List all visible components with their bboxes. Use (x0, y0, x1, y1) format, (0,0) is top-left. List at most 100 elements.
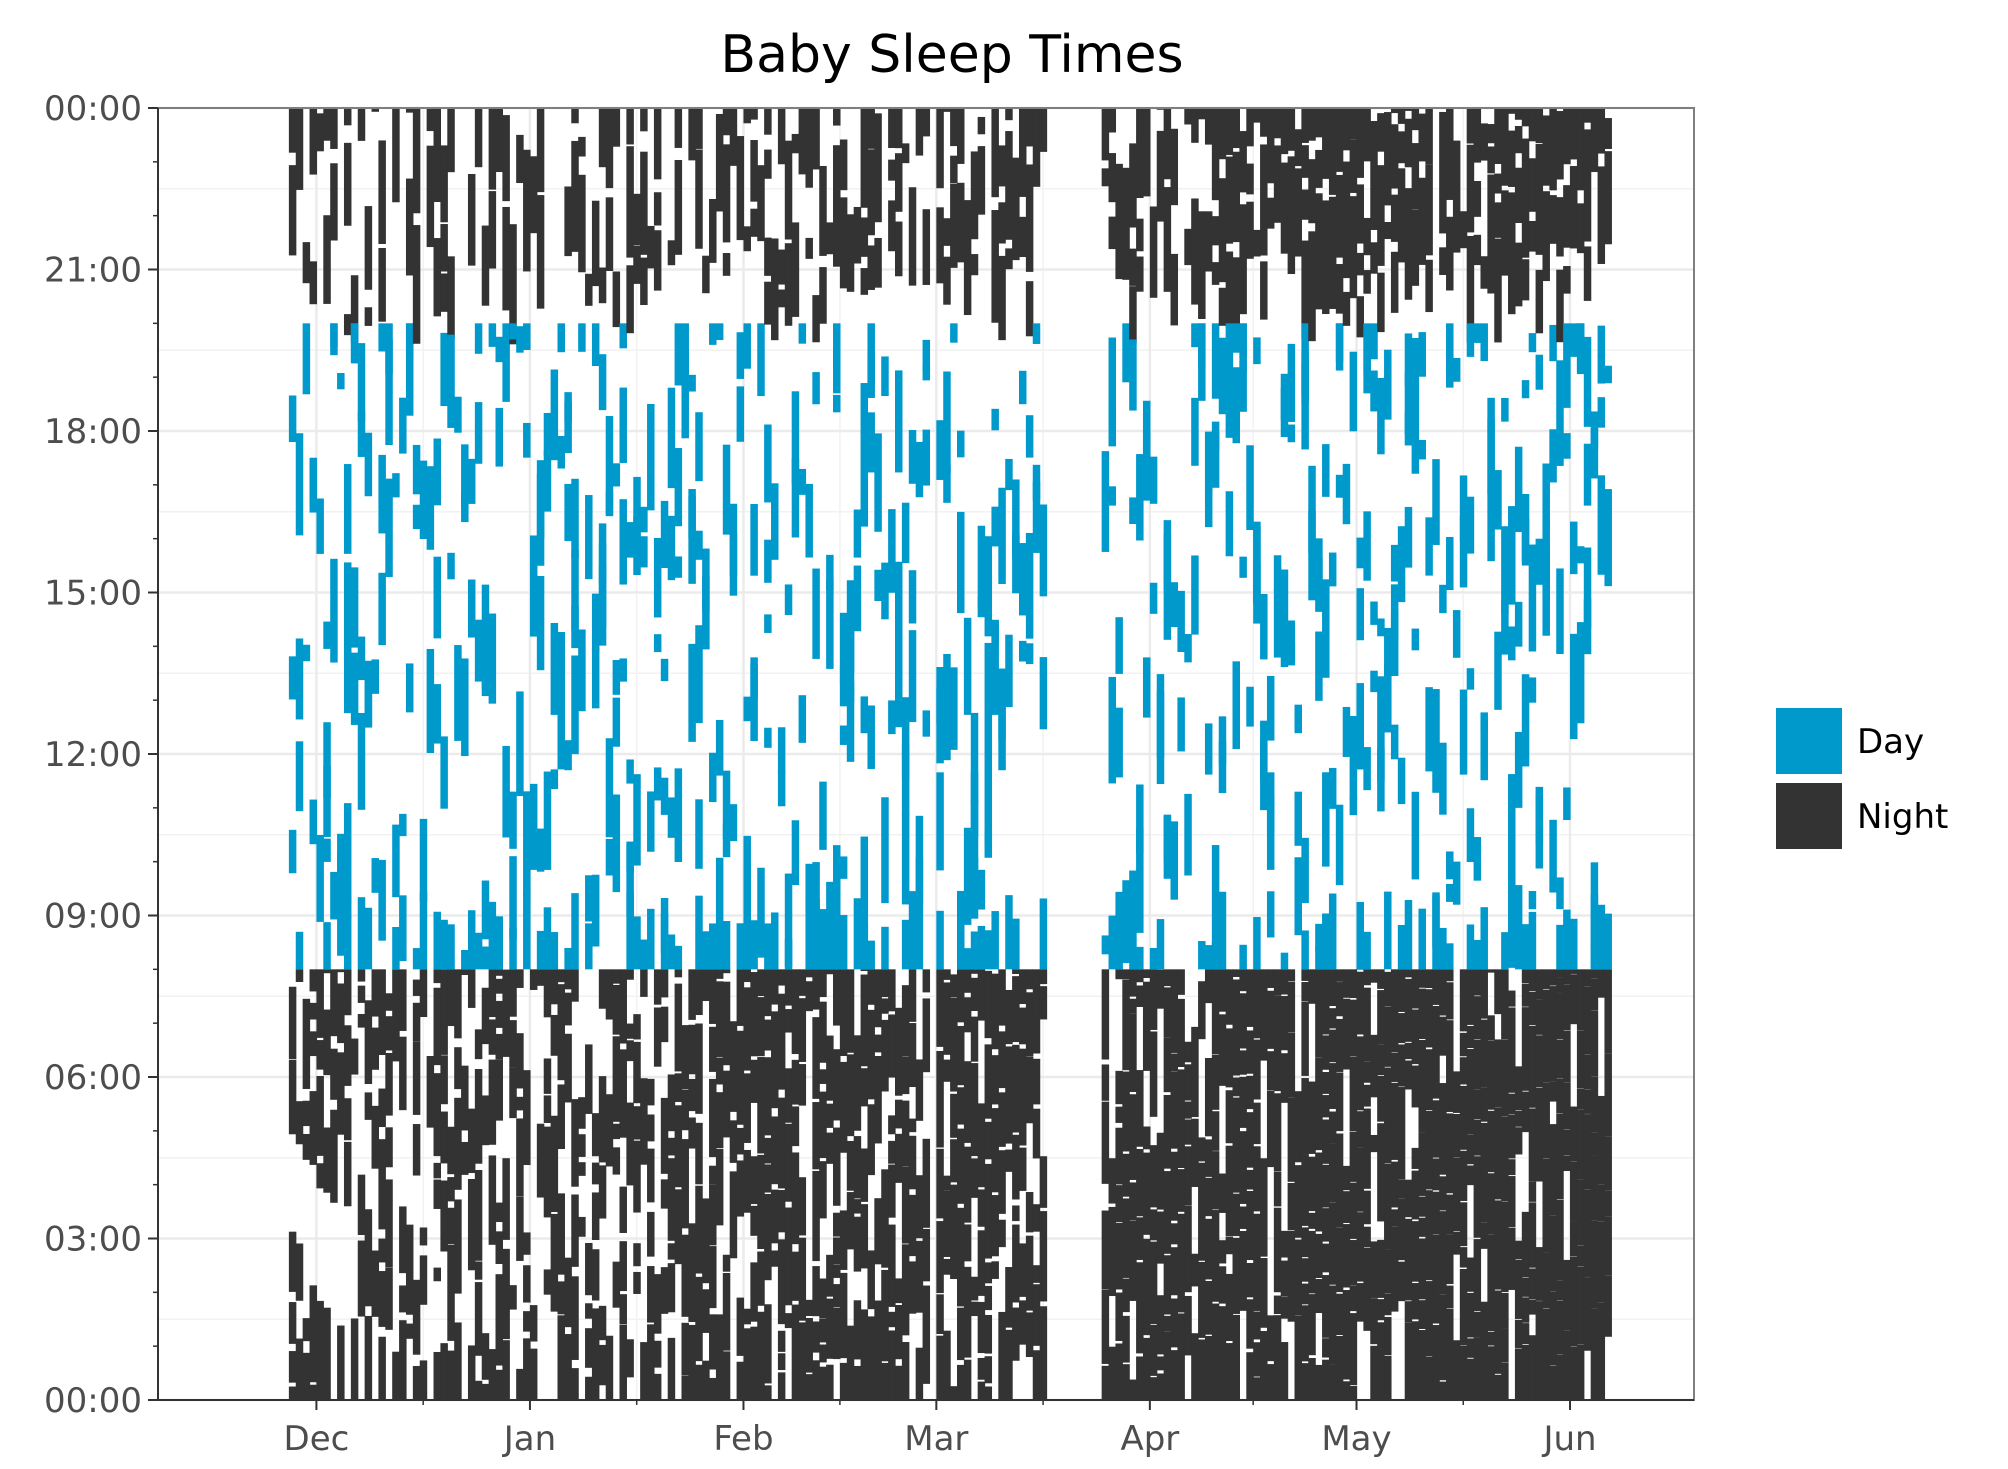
night-sleep-bar (1129, 1220, 1137, 1301)
day-nap-bar (1418, 332, 1426, 377)
day-nap-bar (1439, 927, 1447, 970)
night-sleep-bar (1032, 1108, 1041, 1159)
night-sleep-bar (1129, 969, 1137, 997)
night-sleep-bar (1604, 1053, 1612, 1137)
night-sleep-bar (943, 256, 951, 305)
day-nap-bar (771, 483, 779, 560)
night-sleep-bar (695, 1023, 703, 1114)
day-nap-bar (1294, 881, 1302, 916)
night-sleep-bar (695, 1185, 703, 1274)
night-sleep-bar (702, 1198, 710, 1284)
night-sleep-bar (998, 969, 1006, 1026)
night-sleep-bar (405, 108, 414, 113)
night-sleep-bar (1335, 1293, 1344, 1336)
night-sleep-bar (1432, 1158, 1440, 1191)
night-sleep-bar (378, 1139, 386, 1230)
day-nap-bar (364, 907, 373, 970)
night-sleep-bar (626, 1023, 634, 1039)
night-sleep-bar (1418, 113, 1426, 162)
night-sleep-bar (833, 969, 841, 1026)
night-sleep-bar (1514, 1348, 1523, 1400)
night-sleep-bar (1363, 1061, 1371, 1083)
day-nap-bar (295, 638, 304, 720)
night-sleep-bar (984, 1386, 993, 1400)
day-nap-bar (1604, 913, 1612, 970)
day-nap-bar (378, 454, 386, 534)
night-sleep-bar (977, 969, 986, 1021)
night-sleep-bar (536, 195, 545, 309)
day-nap-bar (392, 927, 400, 970)
day-nap-bar (1260, 720, 1268, 811)
night-sleep-bar (1597, 166, 1606, 264)
night-sleep-bar (1583, 108, 1592, 123)
day-nap-bar (1370, 601, 1378, 625)
night-sleep-bar (1005, 108, 1013, 121)
day-nap-bar (970, 712, 979, 806)
night-sleep-bar (502, 206, 510, 311)
night-sleep-bar (557, 1315, 565, 1400)
night-sleep-bar (1542, 1158, 1550, 1253)
night-sleep-bar (626, 146, 634, 258)
night-sleep-bar (1404, 108, 1413, 111)
day-nap-bar (1356, 537, 1364, 569)
night-sleep-bar (1363, 1108, 1371, 1189)
night-sleep-bar (302, 1352, 311, 1400)
night-sleep-bar (316, 1300, 324, 1400)
night-sleep-bar (433, 1267, 442, 1282)
night-sleep-bar (833, 1049, 841, 1121)
day-nap-bar (330, 871, 338, 920)
night-sleep-bar (1446, 969, 1454, 982)
night-sleep-bar (357, 108, 366, 141)
night-sleep-bar (970, 151, 979, 240)
night-sleep-bar (357, 969, 366, 982)
night-sleep-bar (1335, 982, 1344, 1017)
night-sleep-bar (901, 985, 910, 1057)
day-nap-bar (1363, 323, 1371, 375)
day-nap-bar (550, 769, 559, 790)
day-nap-bar (585, 495, 593, 580)
night-sleep-bar (392, 108, 400, 203)
night-sleep-bar (1260, 1331, 1268, 1400)
night-sleep-bar (1115, 1343, 1123, 1400)
night-sleep-bar (523, 149, 531, 272)
night-sleep-bar (633, 245, 641, 284)
night-sleep-bar (516, 1033, 524, 1089)
day-nap-bar (1590, 427, 1599, 479)
night-sleep-bar (984, 1044, 993, 1119)
day-nap-bar (901, 919, 910, 970)
night-sleep-bar (1590, 1220, 1599, 1309)
day-nap-bar (1563, 433, 1571, 459)
day-nap-bar (1466, 323, 1475, 357)
night-sleep-bar (1363, 987, 1371, 1062)
night-sleep-bar (1535, 269, 1544, 334)
night-sleep-bar (826, 969, 834, 975)
night-sleep-bar (819, 267, 827, 324)
night-sleep-bar (461, 969, 469, 976)
night-sleep-bar (1198, 1137, 1206, 1162)
night-sleep-bar (901, 1166, 910, 1244)
day-nap-bar (943, 465, 951, 503)
day-nap-bar (764, 923, 772, 970)
night-sleep-bar (1432, 969, 1440, 1005)
night-sleep-bar (1452, 1114, 1461, 1158)
night-sleep-bar (1425, 1281, 1433, 1357)
night-sleep-bar (1597, 1221, 1606, 1303)
night-sleep-bar (1590, 1132, 1599, 1156)
night-sleep-bar (412, 1279, 421, 1355)
night-sleep-bar (695, 969, 703, 1016)
night-sleep-bar (936, 1294, 944, 1334)
night-sleep-bar (585, 273, 593, 306)
night-sleep-bar (757, 997, 765, 1057)
day-nap-bar (936, 420, 944, 480)
day-nap-bar (819, 781, 827, 850)
night-sleep-bar (1473, 181, 1482, 217)
night-sleep-bar (771, 1250, 779, 1267)
night-sleep-bar (998, 1150, 1006, 1214)
night-sleep-bar (1025, 1235, 1034, 1311)
day-nap-bar (309, 799, 318, 845)
night-sleep-bar (1363, 969, 1371, 986)
day-nap-bar (846, 681, 855, 762)
day-nap-bar (1012, 918, 1020, 970)
night-sleep-bar (571, 1368, 579, 1400)
day-nap-bar (1418, 440, 1426, 460)
